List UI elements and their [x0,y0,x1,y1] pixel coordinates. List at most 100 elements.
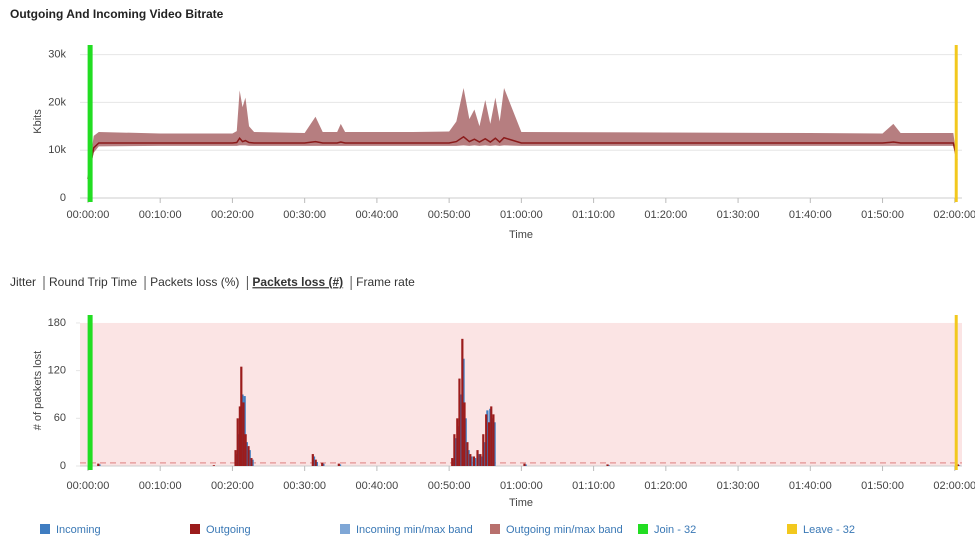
legend-label[interactable]: Incoming [56,524,101,536]
x-tick-label: 00:40:00 [355,480,398,492]
bar [453,434,456,466]
bar [240,366,243,466]
x-tick-label: 01:50:00 [861,480,904,492]
bar [524,464,527,466]
chart: 0 10k 20k 30k 00:00:00 00:10:00 00:20:00 00:30:… [32,45,975,241]
bar [458,378,461,466]
bar [469,454,472,466]
bar [487,422,491,466]
bar [461,338,464,466]
x-tick-label: 01:50:00 [861,209,904,221]
legend-label[interactable]: Leave - 32 [803,524,855,536]
bar [607,465,610,466]
x-tick-label: 00:00:00 [67,480,110,492]
bar [493,422,496,466]
legend-label[interactable]: Join - 32 [654,524,696,536]
x-tick-label: 02:00:00 [933,480,975,492]
bar [338,464,342,466]
legend-label[interactable]: Incoming min/max band [356,524,473,536]
x-tick-label: 01:30:00 [717,209,760,221]
x-tick-label: 00:00:00 [67,209,110,221]
bar [322,463,325,466]
bar [242,402,245,466]
x-tick-label: 01:00:00 [500,480,543,492]
bar [474,458,477,466]
bar [957,465,961,466]
x-tick-label: 00:20:00 [211,209,254,221]
bar [486,410,489,466]
legend-swatch[interactable] [638,524,648,534]
bar [238,406,241,466]
bar [470,456,473,466]
bar [212,465,215,466]
x-tick-label: 00:50:00 [428,480,471,492]
y-tick-label: 20k [48,96,66,108]
min-max-band [87,88,957,182]
bar [466,442,469,466]
bar [606,464,609,466]
y-axis-label: # of packets lost [32,351,44,431]
y-tick-label: 0 [60,460,66,472]
bar [245,442,248,466]
tab[interactable]: Frame rate [356,275,415,289]
x-tick-label: 00:30:00 [283,480,326,492]
legend-swatch[interactable] [490,524,500,534]
bar [250,458,253,466]
threshold-band [80,322,962,466]
y-tick-label: 120 [48,365,66,377]
y-tick-label: 30k [48,48,66,60]
bar [321,462,324,466]
tab[interactable]: Packets loss (#) [252,275,343,289]
bar [485,414,488,466]
tab[interactable]: Packets loss (%) [150,275,239,289]
legend-label[interactable]: Outgoing min/max band [506,524,623,536]
x-axis-label: Time [509,229,533,241]
x-tick-label: 00:10:00 [139,480,182,492]
bar [251,459,254,466]
chart: 0 60 120 180 00:00:00 00:10:00 00:20:00 00:30:0… [32,315,975,509]
legend-label[interactable]: Outgoing [206,524,251,536]
x-tick-label: 01:10:00 [572,480,615,492]
x-tick-label: 01:30:00 [717,480,760,492]
bar [456,418,459,466]
bar [248,450,251,466]
bar [459,394,462,466]
y-tick-label: 60 [54,412,66,424]
bar [467,450,470,466]
bar [477,454,480,466]
tab[interactable]: Round Trip Time [49,275,137,289]
x-tick-label: 00:50:00 [428,209,471,221]
bar [523,463,526,466]
bar [479,454,482,466]
legend-swatch[interactable] [40,524,50,534]
bar [476,450,479,466]
bar [311,454,314,466]
bar [98,464,101,466]
bar [337,463,340,466]
bar [464,418,467,466]
tab[interactable]: Jitter [10,275,36,289]
bar [482,434,485,466]
x-tick-label: 01:20:00 [644,480,687,492]
x-tick-label: 02:00:00 [933,209,975,221]
y-axis-label: Kbits [32,109,44,134]
legend-swatch[interactable] [340,524,350,534]
series-line [87,135,958,180]
bar [243,396,246,466]
y-tick-label: 10k [48,144,66,156]
bar [236,418,239,466]
x-tick-label: 01:20:00 [644,209,687,221]
x-tick-label: 01:40:00 [789,209,832,221]
legend-swatch[interactable] [190,524,200,534]
bar [234,450,237,466]
x-tick-label: 00:30:00 [283,209,326,221]
chart-title: Outgoing And Incoming Video Bitrate [10,7,224,21]
bar [472,456,476,466]
legend-swatch[interactable] [787,524,797,534]
bar [956,464,959,466]
x-tick-label: 00:40:00 [355,209,398,221]
x-tick-label: 01:00:00 [500,209,543,221]
y-tick-label: 180 [48,317,66,329]
bar [314,459,317,466]
